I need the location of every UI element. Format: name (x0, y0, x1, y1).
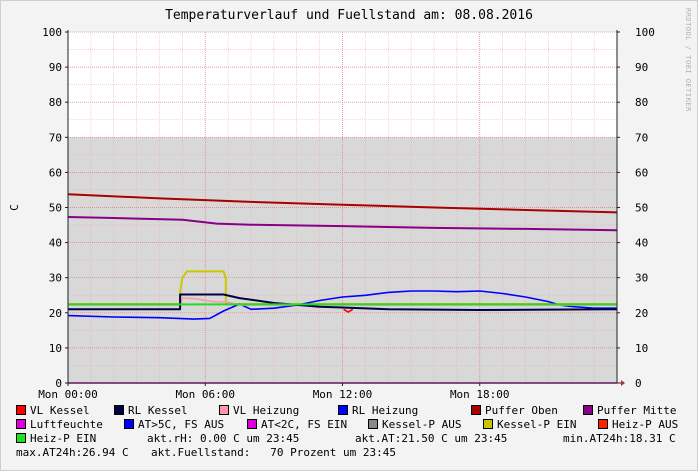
legend-item-at-fs-aus: AT>5C, FS AUS (124, 418, 224, 431)
legend-label: RL Kessel (128, 404, 188, 417)
legend-item-rl-heizung: RL Heizung (338, 404, 418, 417)
legend-item-kessel-p-ein: Kessel-P EIN (483, 418, 576, 431)
y-tick-label-right: 50 (635, 202, 648, 215)
legend-label: RL Heizung (352, 404, 419, 417)
y-tick-label: 30 (49, 272, 62, 285)
series-line-puffer-mitte (67, 216, 618, 232)
y-tick-label: 10 (49, 342, 62, 355)
legend-label: AT>5C, FS AUS (138, 418, 225, 431)
legend-item-puffer-mitte: Puffer Mitte (583, 404, 676, 417)
legend-label: Kessel-P AUS (382, 418, 462, 431)
legend-label: Heiz-P AUS (612, 418, 679, 431)
legend-label: Puffer Mitte (597, 404, 677, 417)
legend-item-vl-kessel: VL Kessel (16, 404, 90, 417)
stat-min-at: min.AT24h:18.31 C (563, 432, 676, 445)
legend-item-kessel-p-aus: Kessel-P AUS (368, 418, 461, 431)
legend-item-at-fs-ein: AT<2C, FS EIN (247, 418, 347, 431)
legend-label: Heiz-P EIN (30, 432, 97, 445)
y-tick-label: 50 (49, 202, 62, 215)
legend-swatch (471, 405, 481, 415)
legend-swatch (16, 419, 26, 429)
legend-item-rl-kessel: RL Kessel (114, 404, 188, 417)
legend-swatch (368, 419, 378, 429)
y-tick-label: 60 (49, 166, 62, 179)
y-tick-label: 40 (49, 237, 62, 250)
y-tick-label-right: 40 (635, 237, 648, 250)
series-line-puffer-oben (67, 193, 618, 214)
legend-label: Luftfeuchte (30, 418, 103, 431)
legend-swatch (219, 405, 229, 415)
legend-label: VL Kessel (30, 404, 90, 417)
legend-label: VL Heizung (233, 404, 300, 417)
legend-swatch (16, 433, 26, 443)
stat-max-at: max.AT24h:26.94 C (16, 446, 129, 459)
y-tick-label: 100 (42, 26, 62, 39)
legend-label: Kessel-P EIN (497, 418, 577, 431)
y-tick-label-right: 20 (635, 307, 648, 320)
x-axis-arrow (621, 380, 625, 386)
legend-item-heiz-p-ein: Heiz-P EIN (16, 432, 96, 445)
legend-item-vl-heizung: VL Heizung (219, 404, 299, 417)
y-tick-label-right: 70 (635, 131, 648, 144)
y-tick-label: 80 (49, 96, 62, 109)
legend-item-heiz-p-aus: Heiz-P AUS (598, 418, 678, 431)
watermark: RRDTOOL / TOBI OETIKER (684, 8, 692, 112)
stat-fuellstand: akt.Fuellstand: 70 Prozent um 23:45 (151, 446, 397, 459)
legend-swatch (583, 405, 593, 415)
legend-item-luftfeuchte: Luftfeuchte (16, 418, 103, 431)
legend-swatch (338, 405, 348, 415)
y-tick-label-right: 80 (635, 96, 648, 109)
legend-label: Puffer Oben (485, 404, 558, 417)
x-tick-label: Mon 00:00 (38, 388, 98, 401)
legend-label: AT<2C, FS EIN (261, 418, 348, 431)
stat-akt-at: akt.AT:21.50 C um 23:45 (355, 432, 508, 445)
x-tick-label: Mon 18:00 (450, 388, 510, 401)
y-tick-label-right: 0 (635, 377, 642, 390)
y-axis-label: C (8, 204, 21, 211)
legend-swatch (247, 419, 257, 429)
legend-swatch (598, 419, 608, 429)
y-tick-label: 0 (55, 377, 62, 390)
series-line-vl-kessel (343, 308, 354, 313)
legend-swatch (124, 419, 134, 429)
y-tick-label-right: 10 (635, 342, 648, 355)
legend-swatch (114, 405, 124, 415)
y-tick-label-right: 100 (635, 26, 655, 39)
stat-akt-rh: akt.rH: 0.00 C um 23:45 (147, 432, 300, 445)
series-line-rl-heizung (67, 290, 617, 320)
chart-title: Temperaturverlauf und Fuellstand am: 08.… (165, 8, 533, 23)
y-tick-label: 20 (49, 307, 62, 320)
y-tick-label-right: 90 (635, 61, 648, 74)
y-tick-label: 90 (49, 61, 62, 74)
x-tick-label: Mon 06:00 (175, 388, 235, 401)
legend-item-puffer-oben: Puffer Oben (471, 404, 558, 417)
legend-swatch (483, 419, 493, 429)
y-tick-label-right: 30 (635, 272, 648, 285)
legend-swatch (16, 405, 26, 415)
x-tick-label: Mon 12:00 (313, 388, 373, 401)
y-tick-label-right: 60 (635, 166, 648, 179)
y-tick-label: 70 (49, 131, 62, 144)
